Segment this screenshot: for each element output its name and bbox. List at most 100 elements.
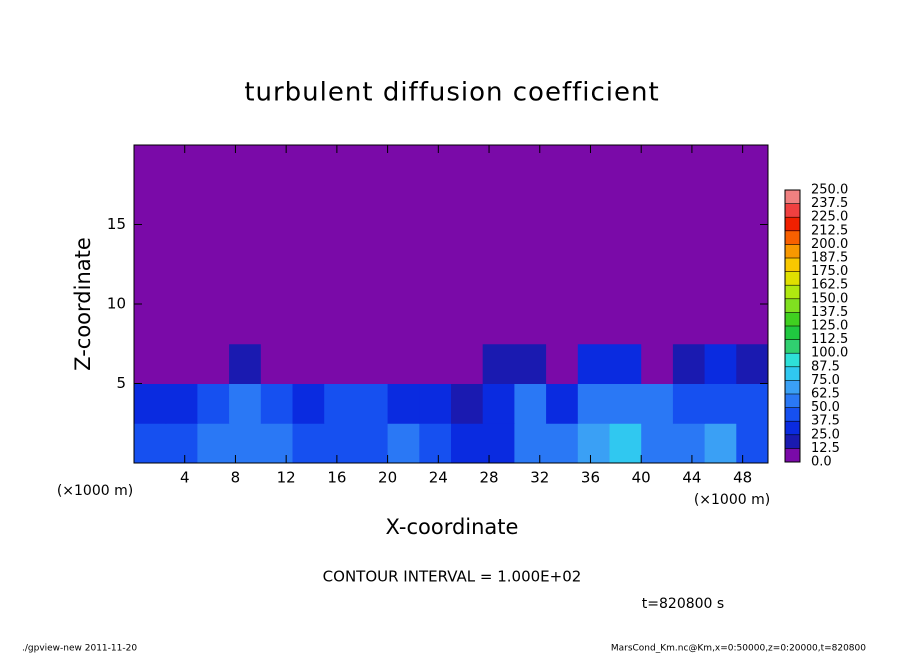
field-cell: [482, 304, 515, 345]
field-cell: [229, 184, 262, 225]
field-cell: [514, 423, 547, 464]
field-cell: [197, 264, 230, 305]
field-cell: [736, 264, 769, 305]
field-cell: [229, 145, 262, 186]
x-tick-label: 48: [733, 469, 752, 487]
field-cell: [229, 383, 262, 424]
field-cell: [704, 383, 737, 424]
field-cell: [451, 224, 484, 265]
colorbar-label: 237.5: [811, 196, 848, 211]
colorbar-label: 112.5: [811, 332, 848, 347]
field-cell: [482, 343, 515, 384]
x-tick-label: 40: [632, 469, 651, 487]
field-cell: [704, 304, 737, 345]
field-cell: [482, 184, 515, 225]
field-cell: [577, 224, 610, 265]
field-cell: [324, 423, 357, 464]
field-cell: [482, 423, 515, 464]
field-cell: [260, 383, 293, 424]
field-cell: [355, 184, 389, 225]
field-cell: [165, 423, 198, 464]
field-cell: [387, 145, 420, 186]
field-cell: [134, 423, 167, 464]
colorbar-bin: [785, 448, 800, 463]
y-tick-label: 10: [107, 295, 126, 313]
field-cell: [165, 224, 198, 265]
field-cell: [451, 184, 484, 225]
field-cell: [419, 423, 452, 464]
field-cell: [736, 145, 769, 186]
field-cell: [641, 383, 674, 424]
field-cell: [672, 145, 706, 186]
field-cell: [451, 145, 484, 186]
field-cell: [355, 264, 389, 305]
field-cell: [387, 184, 420, 225]
colorbar-bin: [785, 258, 800, 272]
field-cell: [451, 383, 484, 424]
field-cell: [355, 383, 389, 424]
field-cell: [419, 145, 452, 186]
field-cell: [229, 343, 262, 384]
x-axis-label: X-coordinate: [386, 515, 519, 539]
colorbar-label: 200.0: [811, 237, 848, 252]
field-cell: [641, 343, 674, 384]
y-tick-label: 5: [116, 374, 126, 392]
chart-title: turbulent diffusion coefficient: [244, 78, 659, 108]
field-cell: [324, 383, 357, 424]
field-cell: [387, 383, 420, 424]
x-tick-label: 28: [479, 469, 498, 487]
field-cell: [482, 145, 515, 186]
field-cell: [577, 423, 610, 464]
colorbar-bin: [785, 230, 800, 245]
field-cell: [292, 224, 325, 265]
contour-interval: CONTOUR INTERVAL = 1.000E+02: [323, 568, 582, 586]
field-cell: [292, 343, 325, 384]
colorbar-bin: [785, 326, 800, 340]
field-cell: [324, 343, 357, 384]
colorbar-label: 50.0: [811, 400, 840, 415]
footer-right: MarsCond_Km.nc@Km,x=0:50000,z=0:20000,t=…: [611, 644, 866, 654]
colorbar-label: 162.5: [811, 278, 848, 293]
field-cell: [451, 343, 484, 384]
field-cell: [577, 383, 610, 424]
colorbar-bin: [785, 271, 800, 286]
field-cell: [609, 383, 642, 424]
colorbar-bin: [785, 366, 800, 381]
field-cell: [197, 184, 230, 225]
y-tick-label: 15: [107, 215, 126, 233]
field-cell: [419, 184, 452, 225]
field-cell: [641, 184, 674, 225]
field-cell: [387, 343, 420, 384]
field-cell: [704, 145, 737, 186]
field-cell: [134, 383, 167, 424]
field-cell: [672, 224, 706, 265]
field-cell: [355, 343, 389, 384]
colorbar-bin: [785, 434, 800, 449]
field-cell: [736, 224, 769, 265]
field-cell: [229, 304, 262, 345]
field-cell: [736, 423, 769, 464]
field-cell: [736, 304, 769, 345]
field-cell: [165, 343, 198, 384]
field-cell: [197, 304, 230, 345]
field-cell: [292, 145, 325, 186]
field-cell: [292, 264, 325, 305]
field-cell: [514, 184, 547, 225]
field-cell: [514, 343, 547, 384]
field-cell: [197, 343, 230, 384]
field-cell: [672, 264, 706, 305]
field-cell: [577, 304, 610, 345]
field-cell: [260, 343, 293, 384]
field-cell: [260, 264, 293, 305]
colorbar-label: 212.5: [811, 223, 848, 238]
x-tick-label: 32: [530, 469, 549, 487]
field-cell: [165, 383, 198, 424]
field-cell: [736, 343, 769, 384]
field-cell: [514, 145, 547, 186]
field-cell: [641, 304, 674, 345]
colorbar-label: 12.5: [811, 441, 840, 456]
field-cell: [165, 264, 198, 305]
field-cell: [387, 264, 420, 305]
field-cell: [546, 304, 579, 345]
